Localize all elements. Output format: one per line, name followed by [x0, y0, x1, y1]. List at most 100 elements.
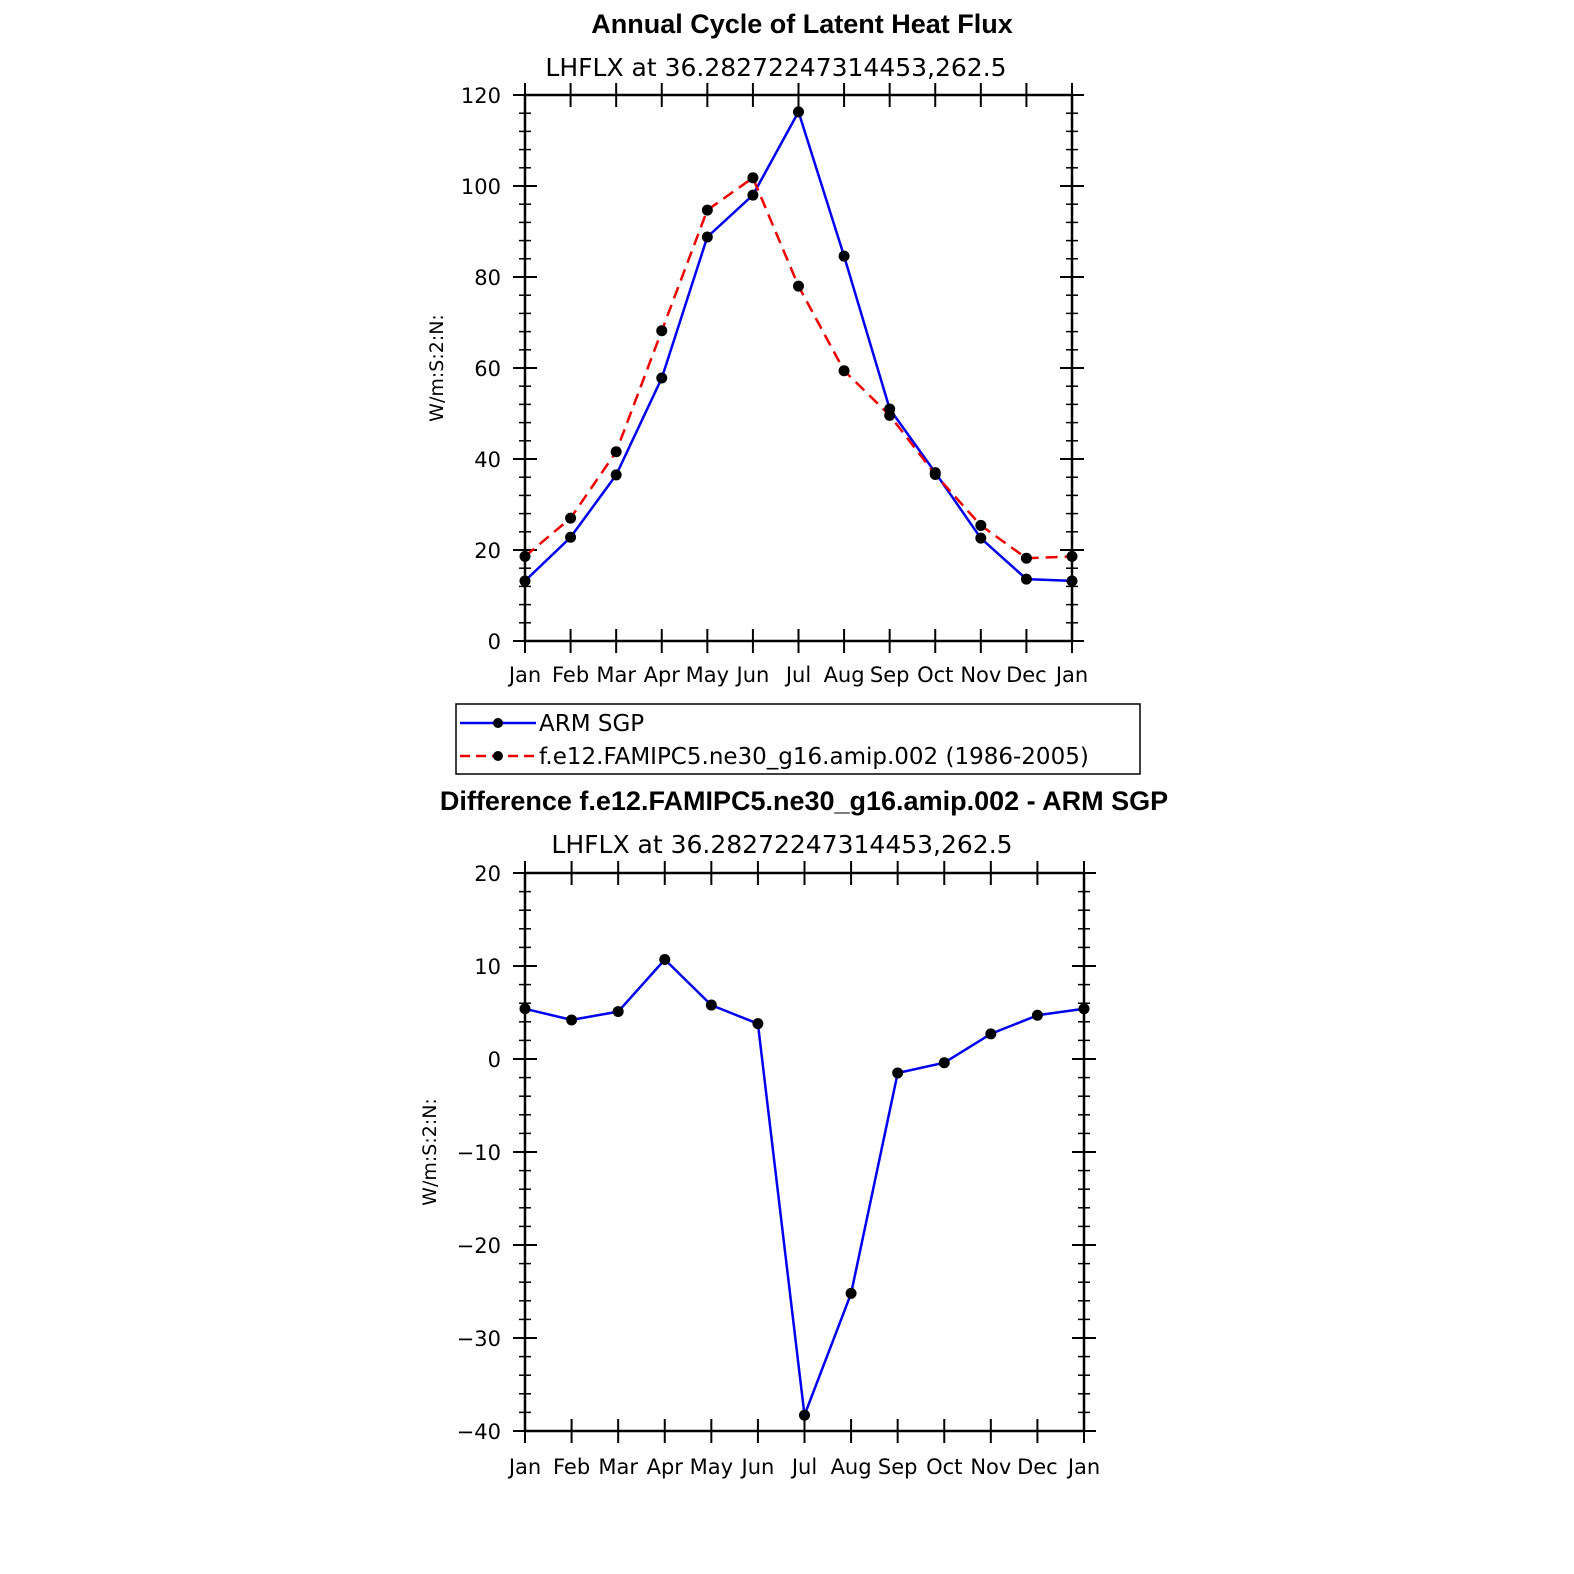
series-line-0: [524, 958, 1085, 1417]
x-tick-label: Jun: [740, 1455, 775, 1479]
series-group: [519, 106, 1078, 587]
data-point: [519, 575, 531, 587]
x-tick-label: Oct: [917, 663, 953, 687]
data-point: [838, 365, 850, 377]
x-tick-label: Jan: [507, 663, 541, 687]
x-tick-label: Aug: [824, 663, 865, 687]
plot-frame: [523, 871, 1086, 1433]
x-tick-label: Jun: [735, 663, 770, 687]
series-group: [519, 953, 1090, 1421]
data-point: [1066, 575, 1078, 587]
data-point: [1066, 550, 1078, 562]
legend-marker-model: [493, 751, 503, 761]
y-tick-label: −20: [457, 1234, 501, 1258]
y-tick-label: 10: [474, 955, 501, 979]
axis-frame: [513, 861, 1096, 1443]
y-axis-label: W/m:S:2:N:: [419, 1098, 441, 1206]
x-tick-label: Jul: [790, 1455, 817, 1479]
data-point: [884, 409, 896, 421]
x-tick-label: Jan: [1066, 1455, 1100, 1479]
tick-labels: −40 −30 −20 −10 0 10 20 Jan Feb Mar Apr May Jun Jul Au…: [457, 862, 1101, 1479]
y-tick-label: 60: [474, 357, 501, 381]
y-tick-label: 20: [474, 862, 501, 886]
data-point: [1078, 1003, 1090, 1015]
x-tick-label: Feb: [552, 663, 589, 687]
data-point: [1020, 552, 1032, 564]
x-tick-label: Dec: [1006, 663, 1047, 687]
legend-box: [455, 703, 1141, 775]
data-point: [793, 280, 804, 292]
legend-marker-arm-sgp: [493, 718, 503, 728]
data-point: [519, 1003, 531, 1015]
data-point: [565, 531, 577, 543]
x-tick-label: Jan: [1054, 663, 1088, 687]
data-point: [975, 519, 987, 531]
data-point: [793, 106, 804, 118]
x-tick-label: Nov: [960, 663, 1001, 687]
x-tick-label: Apr: [647, 1455, 684, 1479]
series-line-0: [524, 110, 1073, 583]
data-point: [747, 172, 759, 184]
data-point: [610, 446, 622, 458]
data-point: [701, 231, 713, 243]
y-axis-label: W/m:S:2:N:: [426, 314, 448, 422]
x-tick-label: Mar: [596, 663, 636, 687]
legend-label-arm-sgp: ARM SGP: [539, 711, 644, 737]
series-line-1: [524, 176, 1073, 560]
data-point: [566, 1014, 578, 1026]
x-tick-label: Jan: [507, 1455, 541, 1479]
legend-label-model: f.e12.FAMIPC5.ne30_g16.amip.002 (1986-20…: [539, 744, 1089, 770]
x-tick-label: Feb: [553, 1455, 590, 1479]
data-point: [799, 1409, 810, 1421]
x-tick-label: Dec: [1017, 1455, 1058, 1479]
x-tick-label: Sep: [870, 663, 910, 687]
data-point: [892, 1067, 904, 1079]
data-point: [659, 953, 671, 965]
x-tick-label: Mar: [598, 1455, 638, 1479]
data-point: [701, 204, 713, 216]
y-tick-label: 0: [488, 630, 501, 654]
legend-entry-arm-sgp: ARM SGP: [460, 711, 644, 737]
data-point: [656, 325, 668, 337]
data-point: [752, 1018, 764, 1030]
annual-cycle-chart: Annual Cycle of Latent Heat Flux LHFLX a…: [426, 9, 1088, 687]
y-tick-label: 80: [474, 266, 501, 290]
data-point: [612, 1006, 624, 1018]
y-tick-label: 0: [488, 1048, 501, 1072]
y-tick-label: −10: [457, 1141, 501, 1165]
x-tick-label: Aug: [831, 1455, 872, 1479]
difference-chart: Difference f.e12.FAMIPC5.ne30_g16.amip.0…: [419, 786, 1168, 1479]
data-point: [845, 1287, 857, 1299]
x-tick-label: Oct: [926, 1455, 962, 1479]
data-point: [610, 469, 622, 481]
x-tick-label: May: [690, 1455, 733, 1479]
chart-title: Difference f.e12.FAMIPC5.ne30_g16.amip.0…: [440, 786, 1168, 816]
y-tick-label: −40: [457, 1420, 501, 1444]
x-tick-label: Nov: [970, 1455, 1011, 1479]
data-point: [985, 1028, 997, 1040]
tick-labels: 0 20 40 60 80 100 120 Jan Feb Mar Apr May Jun Jul Aug S…: [461, 84, 1088, 687]
y-tick-label: 20: [474, 539, 501, 563]
y-tick-label: 100: [461, 175, 501, 199]
chart-subtitle: LHFLX at 36.28272247314453,262.5: [545, 53, 1006, 82]
x-tick-label: May: [686, 663, 729, 687]
chart-subtitle: LHFLX at 36.28272247314453,262.5: [551, 830, 1012, 859]
x-tick-label: Apr: [644, 663, 681, 687]
data-point: [519, 550, 531, 562]
data-point: [838, 250, 850, 262]
y-tick-label: −30: [457, 1327, 501, 1351]
axis-frame: [513, 83, 1084, 653]
data-point: [565, 512, 577, 524]
data-point: [1020, 573, 1032, 585]
legend: ARM SGP f.e12.FAMIPC5.ne30_g16.amip.002 …: [455, 703, 1141, 775]
data-point: [747, 189, 759, 201]
y-tick-label: 120: [461, 84, 501, 108]
data-point: [1031, 1009, 1043, 1021]
data-point: [975, 532, 987, 544]
legend-entry-model: f.e12.FAMIPC5.ne30_g16.amip.002 (1986-20…: [460, 744, 1089, 770]
chart-title: Annual Cycle of Latent Heat Flux: [591, 9, 1013, 39]
plot-frame: [523, 93, 1074, 643]
data-point: [656, 372, 668, 384]
y-tick-label: 40: [474, 448, 501, 472]
